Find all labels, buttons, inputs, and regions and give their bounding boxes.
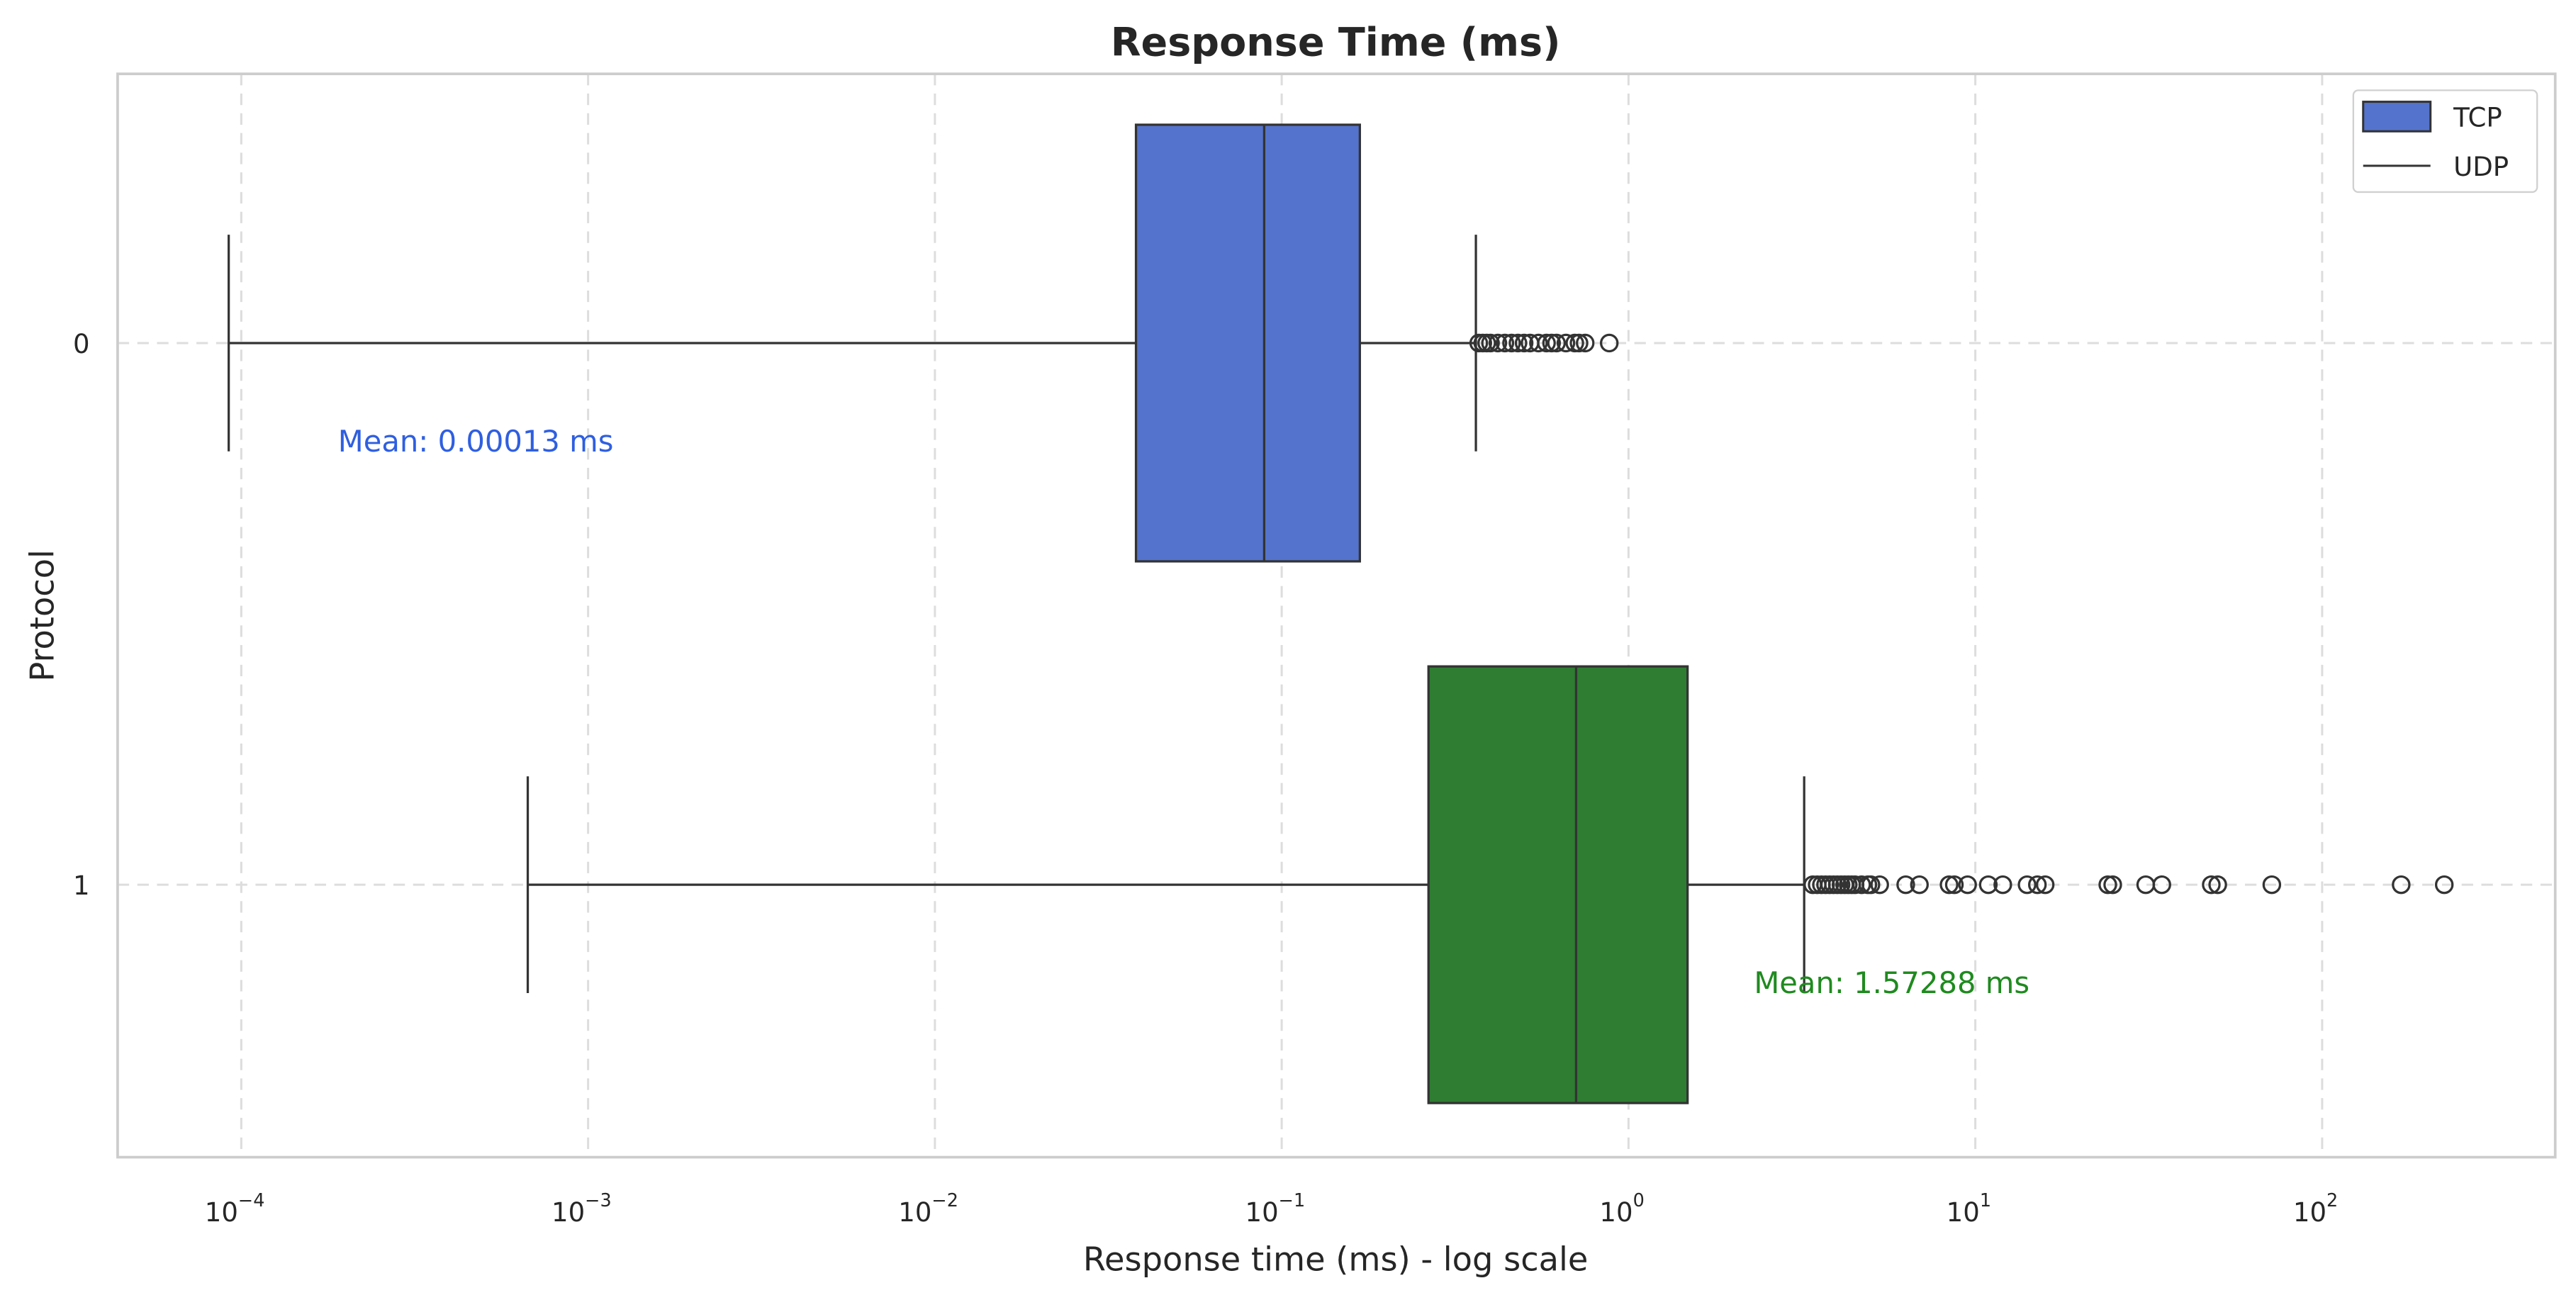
outlier-point xyxy=(2202,875,2221,895)
outlier-point xyxy=(1556,333,1576,353)
outlier-point xyxy=(1508,333,1528,353)
outlier-point xyxy=(2035,875,2055,895)
x-tick-labels: 10−4 10−3 10−2 10−1 100 101 102 xyxy=(205,1190,2339,1228)
x-tick-label: 10−3 xyxy=(551,1190,612,1228)
y-tick-label: 0 xyxy=(73,329,90,359)
outlier-point xyxy=(1576,333,1595,353)
outlier-point xyxy=(2434,875,2454,895)
outlier-point xyxy=(1547,333,1566,353)
outlier-point xyxy=(1537,333,1556,353)
outlier-point xyxy=(1852,875,1871,895)
outlier-point xyxy=(1993,875,2012,895)
outlier-point xyxy=(2027,875,2047,895)
x-tick-label: 10−2 xyxy=(898,1190,958,1228)
box-iqr xyxy=(1427,665,1689,1104)
mean-annotation: Mean: 1.57288 ms xyxy=(1754,965,2029,1000)
outlier-point xyxy=(1861,875,1881,895)
outlier-point xyxy=(1896,875,1915,895)
outlier-point xyxy=(1514,333,1534,353)
x-tick-label: 102 xyxy=(2293,1190,2338,1228)
outlier-point xyxy=(1600,333,1619,353)
outlier-point xyxy=(1569,333,1589,353)
legend-tcp-patch xyxy=(2362,101,2432,133)
x-axis-label: Response time (ms) - log scale xyxy=(1083,1240,1588,1278)
outlier-point xyxy=(2392,875,2411,895)
outlier-point xyxy=(1495,333,1515,353)
outlier-point xyxy=(2017,875,2037,895)
outlier-point xyxy=(1502,333,1521,353)
outlier-point xyxy=(2098,875,2117,895)
outlier-point xyxy=(1481,333,1500,353)
outlier-point xyxy=(1910,875,1929,895)
legend: TCP UDP xyxy=(2352,89,2538,194)
plot-frame xyxy=(116,72,2557,1159)
outlier-point xyxy=(1870,875,1889,895)
box-iqr xyxy=(1134,123,1361,563)
box-1: Mean: 1.57288 ms xyxy=(526,665,2454,1104)
boxes: Mean: 0.00013 ms Mean: 1.57288 ms xyxy=(228,123,2454,1104)
outlier-point xyxy=(1529,333,1548,353)
legend-udp-label: UDP xyxy=(2453,152,2509,182)
outlier-point xyxy=(2208,875,2227,895)
x-tick-label: 10−4 xyxy=(205,1190,265,1228)
outlier-point xyxy=(1939,875,1959,895)
y-axis-label: Protocol xyxy=(23,549,62,682)
outlier-point xyxy=(1958,875,1977,895)
outlier-point xyxy=(2103,875,2122,895)
chart-title: Response Time (ms) xyxy=(1111,20,1561,66)
box-0: Mean: 0.00013 ms xyxy=(228,123,1619,563)
outlier-point xyxy=(2152,875,2171,895)
outlier-point xyxy=(1944,875,1964,895)
x-tick-label: 10−1 xyxy=(1245,1190,1306,1228)
x-tick-label: 100 xyxy=(1599,1190,1644,1228)
y-tick-labels: 01 xyxy=(73,329,90,901)
outlier-point xyxy=(2262,875,2282,895)
legend-tcp-label: TCP xyxy=(2453,102,2502,133)
outlier-point xyxy=(1978,875,1998,895)
outlier-point xyxy=(1542,333,1562,353)
mean-annotation: Mean: 0.00013 ms xyxy=(338,424,614,459)
outlier-point xyxy=(1488,333,1508,353)
y-tick-label: 1 xyxy=(73,870,90,901)
x-tick-label: 101 xyxy=(1947,1190,1991,1228)
